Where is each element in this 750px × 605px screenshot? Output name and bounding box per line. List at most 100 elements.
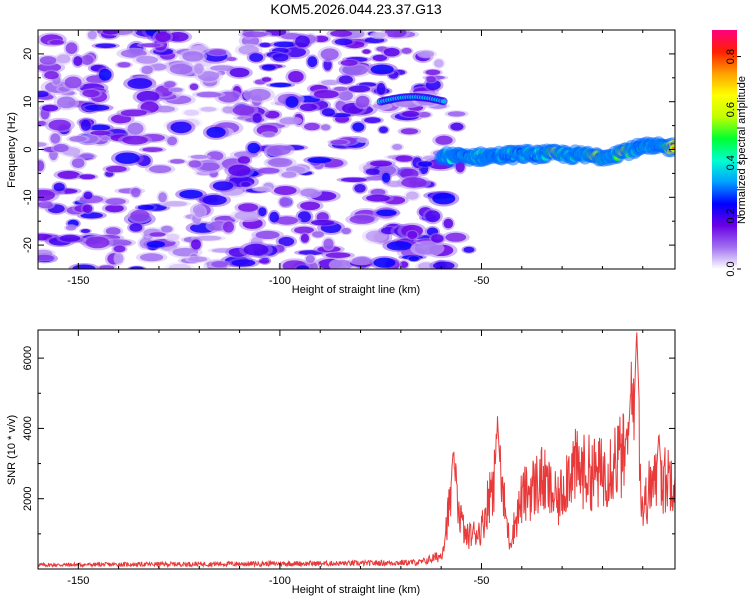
- spectrogram-noise-blob: [81, 55, 94, 65]
- spectrogram-noise-blob: [113, 245, 126, 253]
- spectrogram-noise-blob: [127, 122, 144, 135]
- y-tick-label: 2000: [22, 486, 34, 510]
- spectrogram-noise-blob: [445, 232, 467, 242]
- figure-title: KOM5.2026.044.23.37.G13: [270, 1, 441, 17]
- spectrogram-noise-blob: [376, 82, 386, 95]
- spectrogram-noise-blob: [95, 43, 117, 49]
- spectrogram-noise-blob: [268, 145, 291, 156]
- spectrogram-noise-blob: [330, 30, 353, 37]
- spectrogram-noise-blob: [71, 158, 85, 169]
- spectrogram-noise-blob: [122, 135, 148, 145]
- spectrogram-noise-blob: [376, 209, 397, 217]
- spectrogram-noise-blob: [82, 89, 100, 98]
- spectrogram-noise-blob: [117, 62, 131, 68]
- spectrogram-noise-blob: [50, 133, 61, 144]
- spectrogram-noise-blob: [443, 218, 454, 229]
- spectrogram-noise-blob: [64, 76, 82, 89]
- spectrogram-noise-blob: [105, 204, 124, 213]
- colorbar-tick-label: 0.4: [725, 155, 737, 170]
- spectrogram-noise-blob: [373, 257, 396, 268]
- snr-series-line: [38, 332, 675, 569]
- y-tick-label: 6000: [22, 346, 34, 370]
- spectrogram-noise-blob: [362, 49, 371, 54]
- spectrogram-noise-blob: [281, 171, 297, 178]
- spectrogram-noise-blob: [188, 256, 208, 262]
- spectrogram-noise-blob: [73, 56, 83, 67]
- spectrogram-noise-blob: [38, 189, 55, 201]
- spectrogram-noise-blob: [38, 91, 49, 98]
- y-tick-label: 10: [22, 96, 34, 108]
- spectrogram-noise-blob: [382, 172, 391, 183]
- spectrogram-noise-blob: [447, 111, 466, 117]
- spectrogram-noise-blob: [279, 197, 290, 207]
- snr-ylabel: SNR (10 * v/v): [6, 415, 18, 485]
- y-tick-label: 4000: [22, 416, 34, 440]
- spectrogram-noise-blob: [38, 160, 45, 172]
- spectrogram-noise-blob: [79, 174, 96, 180]
- spectrogram-noise-blob: [373, 103, 390, 109]
- spectrogram-noise-blob: [99, 265, 115, 269]
- spectrogram-noise-blob: [323, 238, 334, 250]
- spectrogram-noise-blob: [285, 96, 299, 108]
- spectrogram-noise-blob: [395, 100, 418, 108]
- spectrogram-noise-blob: [352, 256, 372, 264]
- spectrogram-noise-blob: [366, 194, 390, 202]
- spectrogram-noise-blob: [57, 170, 80, 179]
- spectrogram-noise-blob: [272, 53, 289, 62]
- spectrogram-noise-blob: [247, 142, 260, 154]
- spectrogram-noise-blob: [38, 121, 47, 126]
- spectrogram-noise-blob: [69, 136, 87, 142]
- spectrogram-noise-blob: [228, 164, 251, 177]
- spectrogram-noise-blob: [136, 56, 159, 64]
- spectrogram-noise-blob: [155, 31, 171, 42]
- spectrogram-noise-blob: [267, 158, 293, 168]
- spectrogram-noise-blob: [288, 71, 304, 83]
- spectrogram-noise-blob: [386, 241, 412, 251]
- spectrogram-noise-blob: [300, 201, 321, 211]
- spectrogram-noise-blob: [433, 261, 455, 269]
- x-tick-label: -100: [269, 275, 291, 287]
- spectrogram-noise-blob: [338, 75, 353, 84]
- spectrogram-noise-blob: [334, 38, 353, 46]
- spectrogram-noise-blob: [198, 162, 220, 171]
- spectrogram-noise-blob: [399, 261, 409, 268]
- spectrogram-noise-blob: [179, 189, 203, 199]
- spectrogram-noise-blob: [169, 159, 185, 164]
- spectrogram-noise-blob: [384, 30, 407, 38]
- spectrogram-noise-blob: [259, 42, 271, 48]
- spectrogram-noise-blob: [307, 157, 332, 164]
- spectrogram-noise-blob: [85, 236, 110, 249]
- spectrogram-noise-blob: [311, 219, 335, 226]
- spectrogram-noise-blob: [400, 128, 419, 135]
- spectrogram-noise-blob: [383, 47, 400, 57]
- spectrogram-noise-blob: [432, 192, 456, 205]
- spectrogram-noise-blob: [408, 256, 420, 262]
- upper-track-blob: [440, 99, 447, 104]
- snr-xlabel: Height of straight line (km): [292, 584, 420, 596]
- spectrogram-noise-blob: [358, 137, 368, 143]
- spectrogram-noise-blob: [463, 246, 475, 253]
- y-tick-label: -10: [22, 189, 34, 205]
- spectrogram-noise-blob: [38, 254, 54, 261]
- spectrogram-noise-blob: [426, 76, 436, 83]
- spectrogram-noise-blob: [56, 54, 71, 64]
- x-tick-label: -150: [67, 575, 89, 587]
- spectrogram-noise-blob: [194, 63, 204, 74]
- spectrogram-noise-blob: [53, 143, 69, 153]
- spectrogram-noise-blob: [348, 85, 371, 93]
- spectrogram-noise-blob: [57, 96, 76, 109]
- spectrogram-noise-blob: [136, 90, 160, 103]
- spectrogram-panel: -150 -100 -50 20 10 0 -10 -20 Height of straigh…: [6, 29, 676, 296]
- spectrogram-noise-blob: [149, 232, 166, 237]
- snr-ticks: -150 -100 -50 2000 4000 6000: [22, 330, 675, 587]
- spectrogram-noise-blob: [247, 88, 271, 101]
- spectrogram-noise-blob: [273, 186, 297, 195]
- y-tick-label: 20: [22, 48, 34, 60]
- spectrogram-noise-blob: [372, 54, 387, 62]
- spectrogram-noise-blob: [401, 47, 412, 54]
- spectrogram-noise-blob: [278, 236, 295, 247]
- snr-frame: [37, 329, 676, 570]
- spectrogram-noise-blob: [141, 65, 153, 75]
- x-tick-label: -150: [67, 275, 89, 287]
- spectrogram-noise-blob: [223, 221, 234, 233]
